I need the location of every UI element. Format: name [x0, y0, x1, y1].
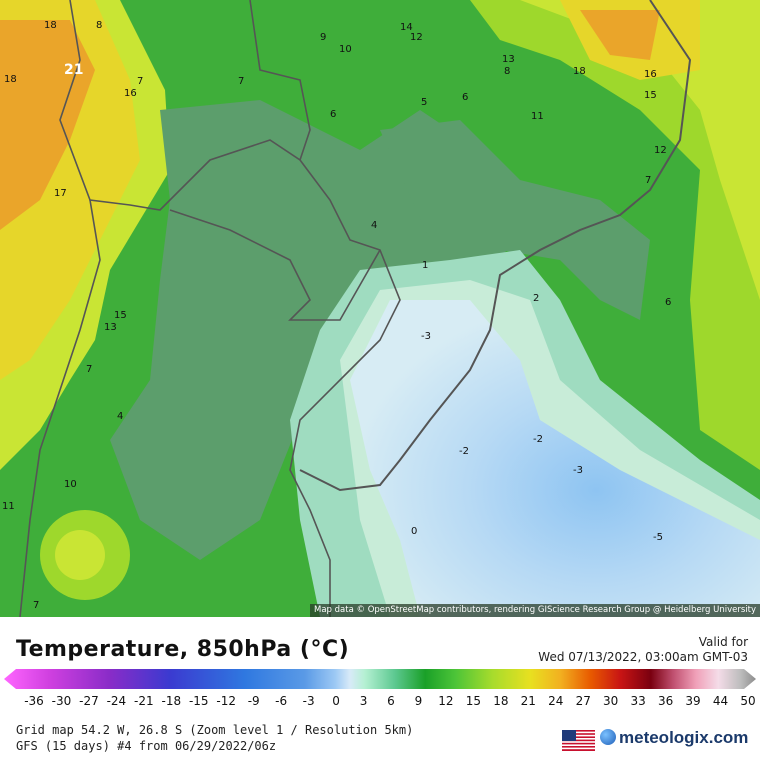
scale-tick-label: -15: [188, 694, 209, 708]
contour-label: 10: [339, 44, 352, 55]
us-flag-icon[interactable]: [562, 730, 595, 751]
contour-label: 17: [54, 188, 67, 199]
scale-tick-label: 44: [712, 694, 729, 708]
contour-label: 9: [320, 32, 326, 43]
contour-label: 7: [86, 364, 92, 375]
contour-label: 0: [411, 526, 417, 537]
scale-tick-label: 50: [740, 694, 756, 708]
globe-icon: [600, 729, 616, 745]
contour-label: 13: [104, 322, 117, 333]
scale-tick-label: 18: [493, 694, 509, 708]
contour-label: 1: [422, 260, 428, 271]
contour-label: -3: [573, 465, 583, 476]
contour-label: 14: [400, 22, 413, 33]
scale-tick-label: -6: [275, 694, 288, 708]
scale-tick-label: -12: [216, 694, 237, 708]
contour-label: 8: [504, 66, 510, 77]
contour-label: 8: [96, 20, 102, 31]
scale-tick-label: 21: [520, 694, 536, 708]
contour-label: 21: [64, 62, 83, 78]
border-line: [169, 209, 381, 321]
contour-label: 18: [44, 20, 57, 31]
contour-label: 13: [502, 54, 515, 65]
border-line: [59, 0, 401, 617]
contour-label: -3: [421, 331, 431, 342]
contour-labels: 18 8 21 16 7 18 9 10 14 12 13 8 18 16 15…: [2, 20, 671, 611]
contour-label: 5: [421, 97, 427, 108]
scale-tick-label: 24: [548, 694, 564, 708]
scale-tick-label: -3: [302, 694, 315, 708]
color-scale-bar: [4, 669, 756, 689]
scale-tick-label: 30: [603, 694, 619, 708]
border-line: [19, 199, 101, 617]
contour-label: 12: [410, 32, 423, 43]
contour-label: 11: [531, 111, 544, 122]
contour-label: 11: [2, 501, 15, 512]
scale-tick-label: -18: [161, 694, 182, 708]
map-attribution[interactable]: Map data © OpenStreetMap contributors, r…: [310, 604, 760, 617]
contour-label: 6: [462, 92, 468, 103]
legend-title: Temperature, 850hPa (°C): [16, 637, 350, 662]
contour-label: 15: [644, 90, 657, 101]
scale-tick-label: -36: [24, 694, 44, 708]
temperature-map[interactable]: 18 8 21 16 7 18 9 10 14 12 13 8 18 16 15…: [0, 0, 760, 617]
contour-label: 7: [33, 600, 39, 611]
scale-tick-label: -9: [247, 694, 260, 708]
contour-label: -2: [459, 446, 469, 457]
contour-label: 15: [114, 310, 127, 321]
model-info: GFS (15 days) #4 from 06/29/2022/06z: [16, 739, 277, 753]
scale-tick-label: 9: [414, 694, 423, 708]
grid-info: Grid map 54.2 W, 26.8 S (Zoom level 1 / …: [16, 723, 414, 737]
contour-label: -2: [533, 434, 543, 445]
scale-tick-label: 6: [387, 694, 395, 708]
scale-tick-label: -30: [51, 694, 72, 708]
contour-label: -5: [653, 532, 663, 543]
scale-tick-label: 33: [630, 694, 646, 708]
coastline: [299, 0, 692, 492]
contour-label: 18: [4, 74, 17, 85]
contour-label: 16: [124, 88, 137, 99]
scale-tick-label: -27: [79, 694, 99, 708]
contour-label: 2: [533, 293, 539, 304]
contour-label: 4: [371, 220, 377, 231]
contour-label: 7: [137, 76, 143, 87]
scale-tick-label: 39: [685, 694, 701, 708]
valid-time: Wed 07/13/2022, 03:00am GMT-03: [538, 650, 748, 664]
scale-tick-label: 3: [359, 694, 368, 708]
contour-label: 6: [330, 109, 336, 120]
contour-label: 10: [64, 479, 77, 490]
contour-label: 7: [238, 76, 244, 87]
scale-tick-label: -24: [106, 694, 127, 708]
contour-label: 18: [573, 66, 586, 77]
brand-logo[interactable]: meteologix.com: [600, 728, 748, 748]
contour-label: 12: [654, 145, 667, 156]
scale-tick-label: 36: [657, 694, 674, 708]
contour-label: 6: [665, 297, 671, 308]
contour-label: 7: [645, 175, 651, 186]
scale-tick-label: 27: [575, 694, 591, 708]
map-canvas: 18 8 21 16 7 18 9 10 14 12 13 8 18 16 15…: [0, 0, 760, 617]
brand-name: meteologix.com: [619, 728, 749, 747]
valid-label: Valid for: [698, 635, 748, 649]
scale-tick-label: 0: [332, 694, 340, 708]
border-line: [249, 0, 311, 161]
contour-label: 4: [117, 411, 123, 422]
scale-tick-label: -21: [134, 694, 154, 708]
scale-tick-labels: -36 -30 -27 -24 -21 -18 -15 -12 -9 -6 -3 0 3 6 9 12 15 18…: [0, 694, 760, 710]
contour-label: 16: [644, 69, 657, 80]
scale-tick-label: 12: [438, 694, 454, 708]
scale-tick-label: 15: [465, 694, 482, 708]
